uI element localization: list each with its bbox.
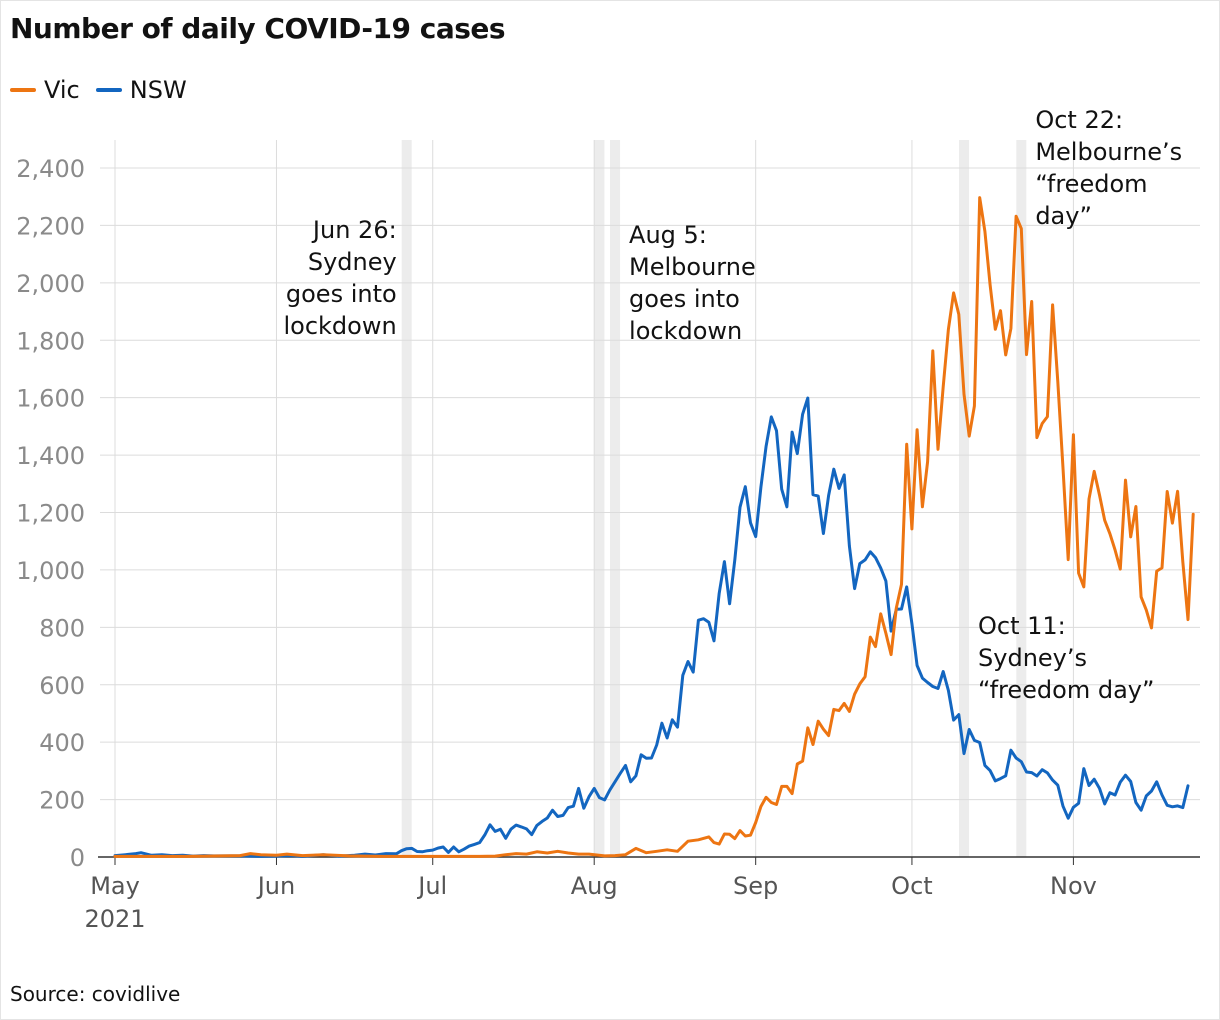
annotation-0-line-0: Jun 26: — [311, 216, 397, 244]
y-tick-label-12: 2,400 — [16, 155, 85, 183]
x-tick-label-6: Nov — [1050, 872, 1097, 900]
annotations: Jun 26: Sydney goes into lockdown Aug 5: Melb… — [283, 106, 1182, 704]
x-tick-label-3: Aug — [571, 872, 618, 900]
y-tick-label-9: 1,800 — [16, 327, 85, 355]
annotation-0-line-1: Sydney — [308, 248, 397, 276]
highlight-band-0 — [401, 140, 412, 857]
y-tick-label-5: 1,000 — [16, 557, 85, 585]
annotation-3-line-2: “freedom — [1035, 170, 1147, 198]
legend-label-nsw: NSW — [129, 76, 187, 104]
highlight-band-1 — [594, 140, 605, 857]
y-gridlines: 0 200 400 600 800 1,000 1,200 1,400 1,600 1,800 2,… — [16, 155, 1200, 872]
annotation-3-line-3: day” — [1035, 202, 1092, 230]
series-line-vic — [113, 196, 1195, 858]
annotation-2-line-1: Sydney’s — [978, 644, 1087, 672]
highlight-bands — [401, 140, 1027, 857]
highlight-band-2 — [610, 140, 621, 857]
y-tick-label-8: 1,600 — [16, 385, 85, 413]
y-tick-label-11: 2,200 — [16, 212, 85, 240]
y-tick-label-3: 600 — [39, 672, 85, 700]
annotation-1-line-3: lockdown — [629, 317, 742, 345]
x-axis: May 2021 Jun Jul Aug Sep Oct Nov — [84, 140, 1200, 933]
chart-title: Number of daily COVID-19 cases — [10, 12, 506, 45]
x-tick-label-0: May — [90, 872, 140, 900]
y-tick-label-6: 1,200 — [16, 500, 85, 528]
x-tick-label-1: Jun — [256, 872, 296, 900]
line-chart: 0 200 400 600 800 1,000 1,200 1,400 1,600 1,800 2,… — [16, 106, 1200, 933]
annotation-1-line-2: goes into — [629, 285, 740, 313]
legend-item-nsw: NSW — [95, 76, 187, 104]
legend-swatch-nsw — [95, 88, 122, 92]
y-tick-label-7: 1,400 — [16, 442, 85, 470]
annotation-0-line-3: lockdown — [283, 312, 396, 340]
annotation-2-line-0: Oct 11: — [978, 612, 1066, 640]
y-tick-label-1: 200 — [39, 787, 85, 815]
annotation-0-line-2: goes into — [286, 280, 397, 308]
x-tick-label-4: Sep — [733, 872, 778, 900]
annotation-2-line-2: “freedom day” — [978, 676, 1154, 704]
y-tick-label-0: 0 — [70, 844, 85, 872]
legend-swatch-vic — [10, 88, 36, 92]
x-tick-sublabel-0: 2021 — [84, 905, 145, 933]
series-line-nsw — [113, 396, 1190, 858]
y-tick-label-10: 2,000 — [16, 270, 85, 298]
highlight-band-4 — [1016, 140, 1027, 857]
legend: Vic NSW — [10, 76, 203, 104]
source-note: Source: covidlive — [10, 982, 181, 1006]
annotation-1-line-0: Aug 5: — [629, 221, 707, 249]
annotation-3-line-1: Melbourne’s — [1035, 138, 1182, 166]
highlight-band-3 — [959, 140, 970, 857]
y-tick-label-4: 800 — [39, 614, 85, 642]
annotation-3-line-0: Oct 22: — [1035, 106, 1123, 134]
y-tick-label-2: 400 — [39, 729, 85, 757]
x-tick-label-2: Jul — [416, 872, 447, 900]
x-tick-label-5: Oct — [891, 872, 933, 900]
legend-item-vic: Vic — [10, 76, 80, 104]
legend-label-vic: Vic — [44, 76, 80, 104]
annotation-1-line-1: Melbourne — [629, 253, 756, 281]
